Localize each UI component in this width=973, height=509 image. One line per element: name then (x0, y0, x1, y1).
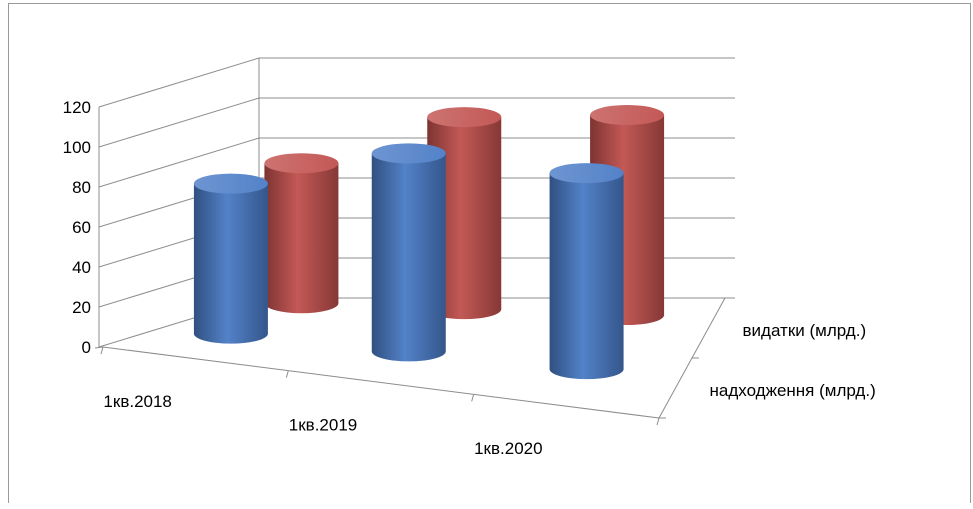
y-tick-80: 80 (72, 178, 91, 197)
cylinder-body (371, 153, 446, 362)
chart-frame: 0 20 40 60 80 100 120 1кв.2018 1кв.2019 1кв.2020… (8, 3, 971, 503)
cylinder-income-2 (371, 143, 446, 362)
cylinders (193, 105, 665, 380)
x-axis-line (102, 346, 660, 419)
x-tick-1 (285, 370, 289, 378)
y-tick-0: 0 (82, 338, 91, 357)
gridline-120 (98, 57, 735, 108)
y-tick-40: 40 (72, 258, 91, 277)
cylinder-body (549, 173, 624, 380)
category-labels: 1кв.2018 1кв.2019 1кв.2020 (103, 392, 542, 458)
cylinder-income-1 (193, 173, 268, 344)
cylinder-body (264, 163, 339, 314)
cylinder-top (590, 105, 665, 126)
series-axis-labels: надходження (млрд.) видатки (млрд.) (710, 321, 876, 400)
cylinder-expense-1 (264, 153, 339, 314)
category-label-3: 1кв.2020 (474, 439, 542, 458)
y-axis-origin-tick (94, 346, 104, 349)
cylinder-income-3 (549, 163, 624, 380)
cylinder-top (549, 163, 624, 184)
cylinder-body (193, 183, 268, 344)
y-tick-20: 20 (72, 298, 91, 317)
cylinder-top (264, 153, 339, 174)
cylinder-top (193, 173, 268, 194)
cylinder-top (371, 143, 446, 164)
category-label-2: 1кв.2019 (289, 416, 357, 435)
x-tick-0 (100, 346, 104, 355)
cylinder-top (427, 107, 502, 128)
series-label-1: надходження (млрд.) (710, 381, 876, 400)
x-tick-2 (471, 394, 475, 402)
x-tick-3 (656, 417, 660, 426)
y-tick-100: 100 (63, 138, 91, 157)
y-tick-120: 120 (63, 98, 91, 117)
y-tick-60: 60 (72, 218, 91, 237)
category-label-1: 1кв.2018 (103, 392, 171, 411)
series-label-2: видатки (млрд.) (743, 321, 867, 340)
y-tick-labels: 0 20 40 60 80 100 120 (63, 98, 91, 357)
